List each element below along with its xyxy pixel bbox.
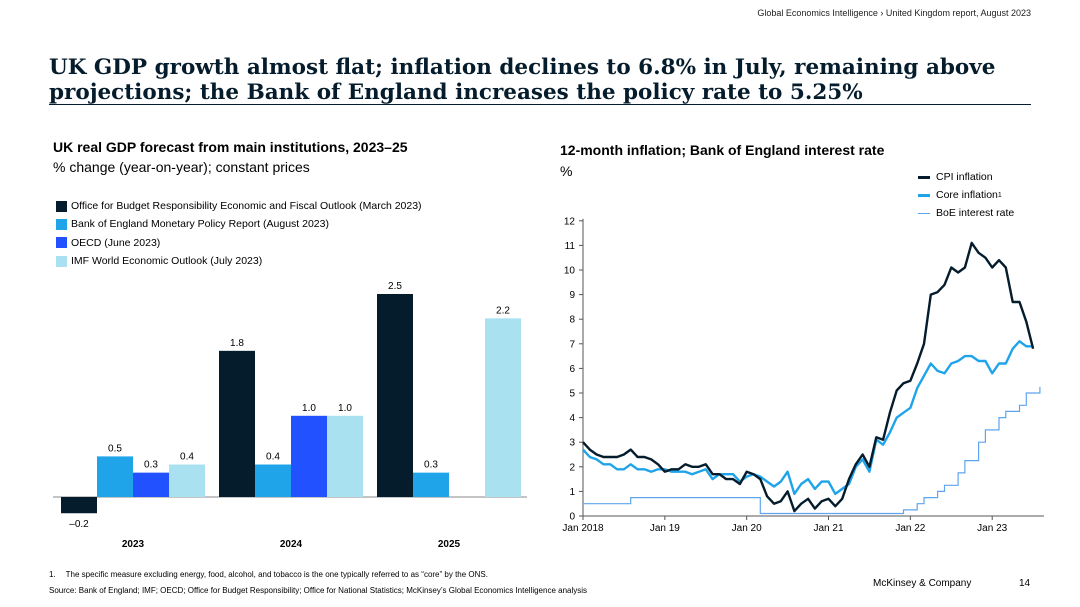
legend-line-boe-rate (918, 212, 930, 214)
gdp-bar (377, 294, 413, 497)
legend-label-boe: Bank of England Monetary Policy Report (… (71, 218, 329, 231)
y-tick-label: 7 (569, 339, 575, 350)
page-title: UK GDP growth almost flat; inflation dec… (49, 55, 996, 105)
y-tick-label: 3 (569, 438, 575, 449)
source-note: Source: Bank of England; IMF; OECD; Offi… (49, 586, 588, 595)
x-tick-label: Jan 2018 (562, 523, 604, 534)
legend-item-imf: IMF World Economic Outlook (July 2023) (56, 252, 422, 270)
gdp-bar (133, 472, 169, 497)
inflation-chart-unit: % (560, 163, 573, 179)
gdp-data-label: 1.0 (302, 403, 316, 414)
legend-swatch-obr (56, 200, 67, 212)
legend-item-cpi: CPI inflation (918, 168, 1014, 186)
legend-label-core: Core inflation (936, 189, 998, 201)
gdp-data-label: 2.5 (388, 281, 402, 292)
gdp-bar (485, 318, 521, 497)
gdp-bar (291, 415, 327, 497)
page-number: 14 (1019, 578, 1031, 589)
y-tick-label: 9 (569, 290, 575, 301)
boe-rate-line (583, 386, 1041, 515)
footnote-number: 1. (49, 570, 56, 579)
gdp-data-label: 0.5 (108, 443, 122, 454)
y-tick-label: 1 (569, 487, 575, 498)
y-tick-label: 8 (569, 315, 575, 326)
y-tick-label: 10 (564, 266, 576, 277)
gdp-bar (61, 497, 97, 514)
legend-swatch-boe (56, 218, 67, 230)
legend-footnote-marker: 1 (997, 191, 1002, 199)
y-tick-label: 0 (569, 512, 575, 523)
core-inflation-line (582, 340, 1034, 496)
footnote: 1. The specific measure excluding energy,… (49, 570, 488, 579)
gdp-data-label: 0.4 (266, 452, 280, 463)
legend-item-boe-rate: BoE interest rate (918, 204, 1014, 222)
inflation-chart-title: 12-month inflation; Bank of England inte… (560, 142, 885, 158)
x-tick-label: Jan 19 (650, 523, 680, 534)
gdp-bar (219, 350, 255, 497)
gdp-category-label: 2024 (280, 539, 303, 550)
gdp-chart-subtitle: % change (year-on-year); constant prices (53, 159, 310, 175)
legend-line-core (918, 193, 930, 197)
y-tick-label: 5 (569, 389, 575, 400)
gdp-bar (327, 415, 363, 497)
gdp-chart-title: UK real GDP forecast from main instituti… (53, 139, 408, 155)
x-tick-label: Jan 23 (977, 523, 1007, 534)
x-tick-label: Jan 20 (732, 523, 762, 534)
gdp-bar (413, 472, 449, 497)
gdp-category-label: 2023 (122, 539, 145, 550)
legend-label-boe-rate: BoE interest rate (936, 207, 1015, 219)
gdp-category-label: 2025 (438, 539, 461, 550)
footnote-text: The specific measure excluding energy, f… (65, 570, 488, 579)
breadcrumb: Global Economics Intelligence › United K… (757, 8, 1031, 18)
y-tick-label: 6 (569, 364, 575, 375)
legend-item-oecd: OECD (June 2023) (56, 234, 422, 252)
legend-line-cpi (918, 175, 930, 179)
gdp-data-label: 2.2 (496, 305, 510, 316)
y-tick-label: 4 (569, 413, 575, 424)
y-tick-label: 12 (564, 216, 576, 227)
gdp-bar (255, 464, 291, 497)
brand-name: McKinsey & Company (873, 578, 972, 589)
y-tick-label: 2 (569, 462, 575, 473)
y-tick-label: 11 (565, 241, 576, 252)
legend-label-oecd: OECD (June 2023) (71, 236, 161, 249)
gdp-data-label: 0.4 (180, 452, 194, 463)
legend-item-boe: Bank of England Monetary Policy Report (… (56, 215, 422, 233)
gdp-data-label: 0.3 (144, 460, 158, 471)
legend-label-imf: IMF World Economic Outlook (July 2023) (71, 255, 263, 268)
gdp-data-label: 1.8 (230, 338, 244, 349)
gdp-chart-legend: Office for Budget Responsibility Economi… (56, 197, 422, 270)
legend-swatch-imf (56, 255, 67, 267)
legend-label-cpi: CPI inflation (936, 171, 993, 183)
legend-item-core: Core inflation 1 (918, 186, 1014, 204)
legend-swatch-oecd (56, 237, 67, 249)
x-tick-label: Jan 21 (814, 523, 844, 534)
cpi-inflation-line (582, 241, 1035, 513)
gdp-data-label: 1.0 (338, 403, 352, 414)
gdp-data-label: –0.2 (69, 519, 89, 530)
gdp-data-label: 0.3 (424, 460, 438, 471)
title-divider (49, 104, 1031, 105)
legend-label-obr: Office for Budget Responsibility Economi… (71, 200, 422, 213)
gdp-bar (97, 456, 133, 497)
gdp-bar (169, 464, 205, 497)
x-tick-label: Jan 22 (895, 523, 925, 534)
inflation-chart-legend: CPI inflation Core inflation 1 BoE intere… (918, 168, 1014, 222)
legend-item-obr: Office for Budget Responsibility Economi… (56, 197, 422, 215)
